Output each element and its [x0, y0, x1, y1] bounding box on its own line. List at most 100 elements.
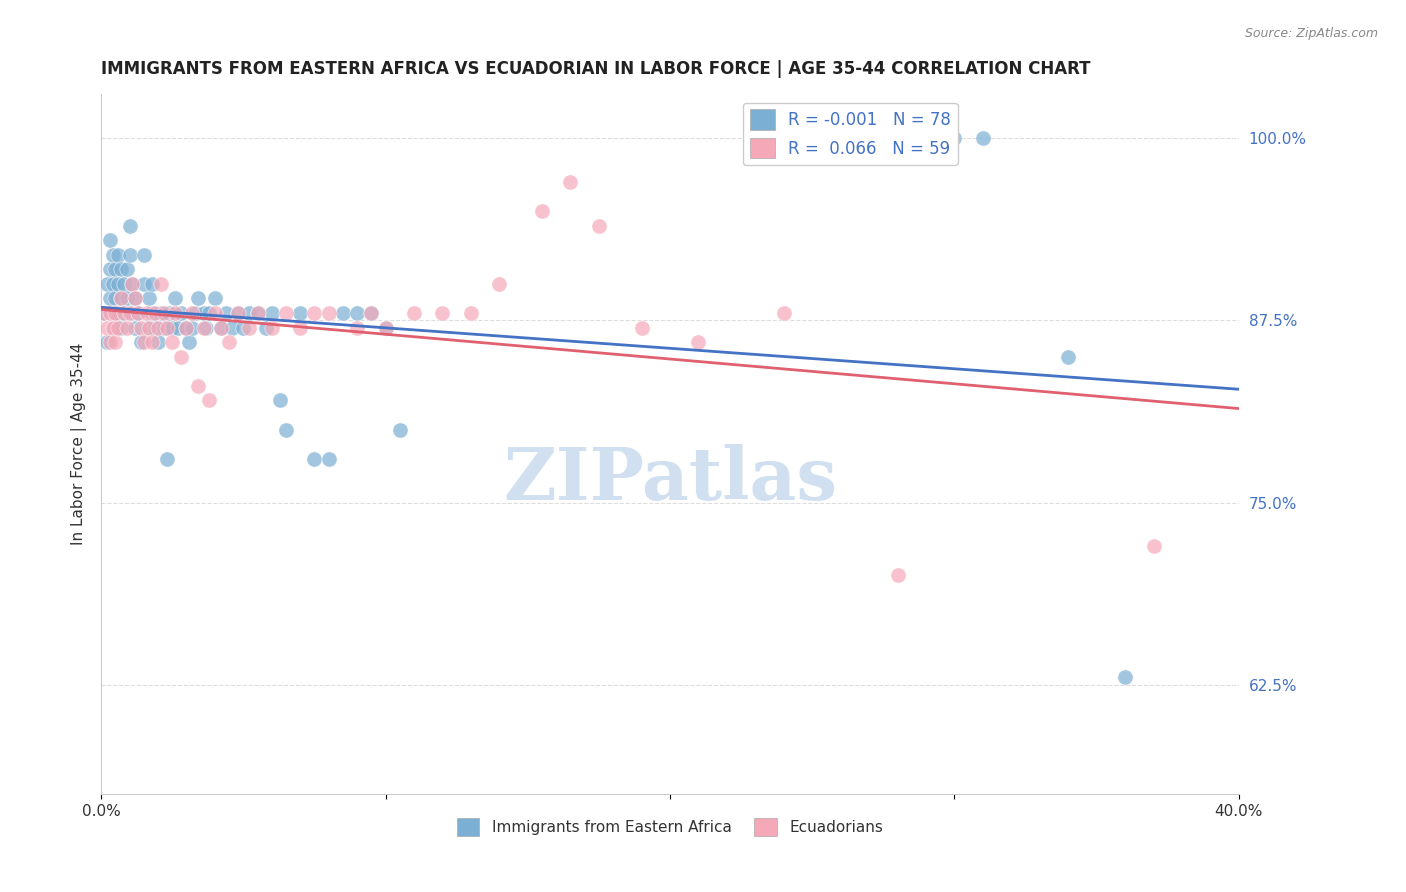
Point: [141, 335, 163, 350]
Point: [129, 335, 152, 350]
Point: [193, 320, 215, 334]
Point: [141, 306, 163, 320]
Point: [360, 306, 382, 320]
Point: [218, 335, 240, 350]
Point: [110, 292, 132, 306]
Point: [121, 306, 143, 320]
Point: [1057, 350, 1080, 364]
Point: [374, 320, 396, 334]
Point: [290, 320, 312, 334]
Point: [238, 306, 260, 320]
Point: [221, 320, 243, 334]
Point: [107, 320, 129, 334]
Point: [124, 292, 146, 306]
Point: [112, 306, 135, 320]
Point: [254, 320, 277, 334]
Point: [179, 335, 201, 350]
Point: [104, 306, 127, 320]
Point: [238, 320, 260, 334]
Point: [107, 277, 129, 291]
Point: [98, 306, 121, 320]
Point: [101, 320, 124, 334]
Point: [101, 277, 124, 291]
Point: [176, 320, 198, 334]
Point: [165, 306, 187, 320]
Point: [127, 306, 149, 320]
Point: [124, 292, 146, 306]
Point: [98, 262, 121, 277]
Point: [346, 320, 368, 334]
Point: [260, 320, 283, 334]
Point: [269, 393, 291, 408]
Point: [187, 292, 209, 306]
Point: [232, 320, 254, 334]
Point: [290, 306, 312, 320]
Point: [165, 292, 187, 306]
Point: [176, 320, 198, 334]
Point: [332, 306, 354, 320]
Point: [402, 306, 425, 320]
Point: [141, 277, 163, 291]
Point: [374, 320, 396, 334]
Point: [138, 292, 160, 306]
Point: [170, 350, 193, 364]
Point: [560, 175, 582, 189]
Point: [112, 277, 135, 291]
Point: [132, 248, 155, 262]
Point: [104, 335, 127, 350]
Point: [115, 292, 138, 306]
Point: [132, 277, 155, 291]
Point: [688, 335, 710, 350]
Point: [170, 306, 193, 320]
Point: [146, 320, 169, 334]
Point: [772, 306, 794, 320]
Point: [215, 306, 238, 320]
Point: [118, 248, 141, 262]
Point: [143, 306, 166, 320]
Point: [198, 306, 221, 320]
Point: [135, 320, 157, 334]
Point: [135, 306, 157, 320]
Point: [588, 219, 610, 233]
Point: [360, 306, 382, 320]
Point: [152, 306, 174, 320]
Point: [488, 277, 510, 291]
Point: [346, 306, 368, 320]
Point: [112, 306, 135, 320]
Point: [181, 320, 204, 334]
Point: [531, 204, 554, 219]
Point: [226, 306, 249, 320]
Point: [110, 320, 132, 334]
Point: [149, 306, 172, 320]
Point: [274, 306, 297, 320]
Point: [184, 306, 207, 320]
Point: [304, 306, 326, 320]
Point: [96, 277, 118, 291]
Point: [118, 219, 141, 233]
Point: [388, 423, 411, 437]
Point: [93, 306, 115, 320]
Point: [193, 306, 215, 320]
Point: [460, 306, 482, 320]
Text: ZIPatlas: ZIPatlas: [503, 443, 837, 515]
Point: [432, 306, 454, 320]
Point: [155, 451, 177, 466]
Point: [127, 306, 149, 320]
Point: [246, 306, 269, 320]
Point: [93, 306, 115, 320]
Point: [110, 262, 132, 277]
Point: [143, 320, 166, 334]
Point: [209, 320, 232, 334]
Point: [129, 320, 152, 334]
Point: [115, 320, 138, 334]
Legend: Immigrants from Eastern Africa, Ecuadorians: Immigrants from Eastern Africa, Ecuadori…: [450, 812, 890, 842]
Point: [204, 306, 226, 320]
Point: [246, 306, 269, 320]
Point: [167, 320, 190, 334]
Point: [1142, 539, 1164, 553]
Point: [630, 320, 652, 334]
Point: [149, 277, 172, 291]
Point: [98, 292, 121, 306]
Point: [101, 306, 124, 320]
Point: [181, 306, 204, 320]
